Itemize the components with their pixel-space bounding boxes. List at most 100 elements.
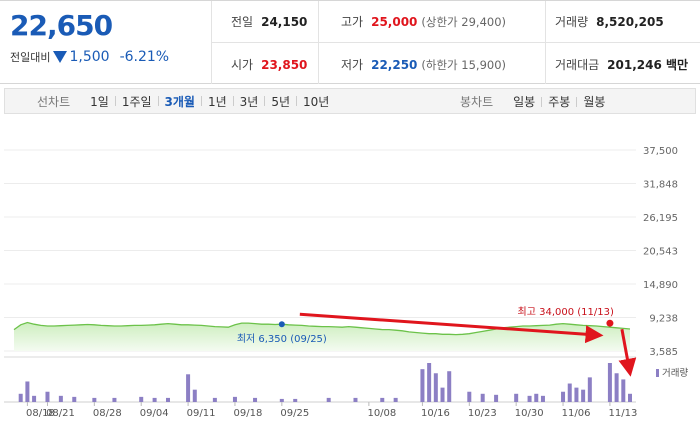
up-trend-arrow	[299, 312, 604, 344]
volume-bar	[192, 389, 197, 402]
tab-monthly[interactable]: 월봉	[583, 95, 606, 109]
volume-bar	[112, 397, 117, 402]
tab-1d[interactable]: 1일	[90, 94, 109, 109]
volume-bar	[18, 393, 23, 402]
x-tick-label: 11/13	[608, 408, 637, 419]
current-price-block: 22,650 전일대비 1,500 -6.21%	[0, 1, 212, 84]
candle-chart-title: 봉차트	[460, 95, 494, 109]
summary-divider	[212, 42, 700, 43]
volume-value: 8,520,205	[596, 15, 664, 29]
volume-bar	[212, 397, 217, 402]
volume-bar	[186, 374, 191, 402]
volume-bar	[58, 395, 63, 402]
volume-bar	[514, 393, 519, 402]
tab-divider	[264, 96, 266, 106]
x-tick-label: 11/06	[562, 408, 591, 419]
volume-bar	[480, 393, 485, 402]
volume-bar	[326, 397, 331, 402]
low-annotation: 최저 6,350 (09/25)	[237, 333, 327, 345]
tab-3m[interactable]: 3개월	[164, 94, 195, 109]
x-tick-label: 09/18	[234, 408, 263, 419]
volume-bar	[527, 395, 532, 402]
low-point-marker	[278, 321, 285, 328]
tab-10y[interactable]: 10년	[303, 94, 330, 109]
down-trend-arrow	[618, 328, 637, 377]
high-value: 25,000	[371, 15, 418, 29]
amount-label: 거래대금	[555, 58, 600, 72]
tab-weekly[interactable]: 주봉	[548, 95, 571, 109]
amount-stat: 거래대금 201,246 백만	[555, 56, 688, 73]
x-tick-label: 10/23	[468, 408, 497, 419]
chart-annotations: 최고 34,000 (11/13) 최저 6,350 (09/25) 거래량	[237, 306, 689, 379]
y-tick-label: 14,890	[643, 280, 678, 291]
current-price: 22,650	[10, 9, 113, 42]
volume-bar	[232, 396, 237, 402]
tab-1w[interactable]: 1주일	[121, 94, 152, 109]
volume-bar	[581, 389, 586, 402]
x-tick-label: 10/16	[421, 408, 450, 419]
high-stat: 고가 25,000 (상한가 29,400)	[341, 13, 506, 30]
lower-limit: (하한가 15,900)	[421, 58, 507, 72]
y-tick-label: 20,543	[643, 247, 678, 258]
tab-divider	[576, 96, 578, 107]
volume-stat: 거래량 8,520,205	[555, 13, 664, 30]
y-tick-label: 9,238	[649, 314, 678, 325]
volume-bar	[420, 369, 425, 402]
tab-divider	[541, 96, 543, 107]
tab-daily[interactable]: 일봉	[513, 95, 536, 109]
y-axis-labels: 37,500 31,848 26,195 20,543 14,890 9,238 3,585	[643, 146, 678, 358]
y-tick-label: 3,585	[649, 347, 678, 358]
x-tick-label: 09/25	[280, 408, 309, 419]
x-tick-label: 10/30	[515, 408, 544, 419]
x-tick-label: 08/18	[26, 408, 55, 419]
price-line	[13, 321, 631, 336]
volume-bar	[614, 373, 619, 402]
y-tick-label: 31,848	[643, 180, 678, 191]
volume-bar	[440, 387, 445, 402]
line-chart-title: 선차트	[37, 94, 71, 109]
volume-legend-swatch	[656, 369, 659, 377]
prev-close-label: 전일	[231, 15, 254, 29]
volume-bar	[567, 383, 572, 402]
low-stat: 저가 22,250 (하한가 15,900)	[341, 56, 506, 73]
tab-1y[interactable]: 1년	[207, 94, 227, 109]
high-annotation: 최고 34,000 (11/13)	[518, 306, 614, 318]
volume-bar	[45, 391, 50, 402]
x-tick-label: 08/28	[93, 408, 122, 419]
x-tick-label: 08/21	[46, 408, 75, 419]
volume-bar	[467, 391, 472, 402]
prev-close-stat: 전일 24,150	[231, 13, 307, 30]
tab-divider	[232, 96, 234, 106]
volume-bar	[253, 397, 258, 402]
tab-divider	[296, 96, 298, 106]
volume-bar	[621, 379, 626, 402]
volume-bar	[92, 397, 97, 402]
volume-label: 거래량	[555, 15, 589, 29]
price-chart: 37,500 31,848 26,195 20,543 14,890 9,238 3,585…	[4, 146, 689, 419]
volume-bar	[393, 397, 398, 402]
tab-3y[interactable]: 3년	[239, 94, 259, 109]
volume-bar	[32, 395, 37, 402]
summary-divider	[545, 1, 546, 84]
x-tick-label: 09/11	[187, 408, 216, 419]
prev-close-value: 24,150	[261, 15, 308, 29]
volume-bar	[139, 396, 144, 402]
volume-bars	[18, 363, 659, 402]
low-label: 저가	[341, 58, 364, 72]
volume-bar	[540, 395, 545, 402]
volume-bar	[25, 381, 30, 402]
volume-bar	[628, 393, 632, 402]
chart-period-tabs: 선차트 1일 1주일 3개월 1년 3년 5년 10년 봉차트 일봉 주봉 월봉	[4, 88, 696, 114]
volume-bar	[534, 393, 539, 402]
volume-bar	[561, 391, 566, 402]
high-label: 고가	[341, 15, 364, 29]
x-tick-label: 09/04	[140, 408, 169, 419]
change-row: 전일대비 1,500 -6.21%	[10, 49, 169, 65]
change-percent: -6.21%	[119, 49, 170, 65]
tab-5y[interactable]: 5년	[271, 94, 291, 109]
upper-limit: (상한가 29,400)	[421, 15, 507, 29]
chart-gridlines	[4, 149, 636, 403]
y-tick-label: 26,195	[643, 213, 678, 224]
volume-bar	[166, 397, 170, 402]
